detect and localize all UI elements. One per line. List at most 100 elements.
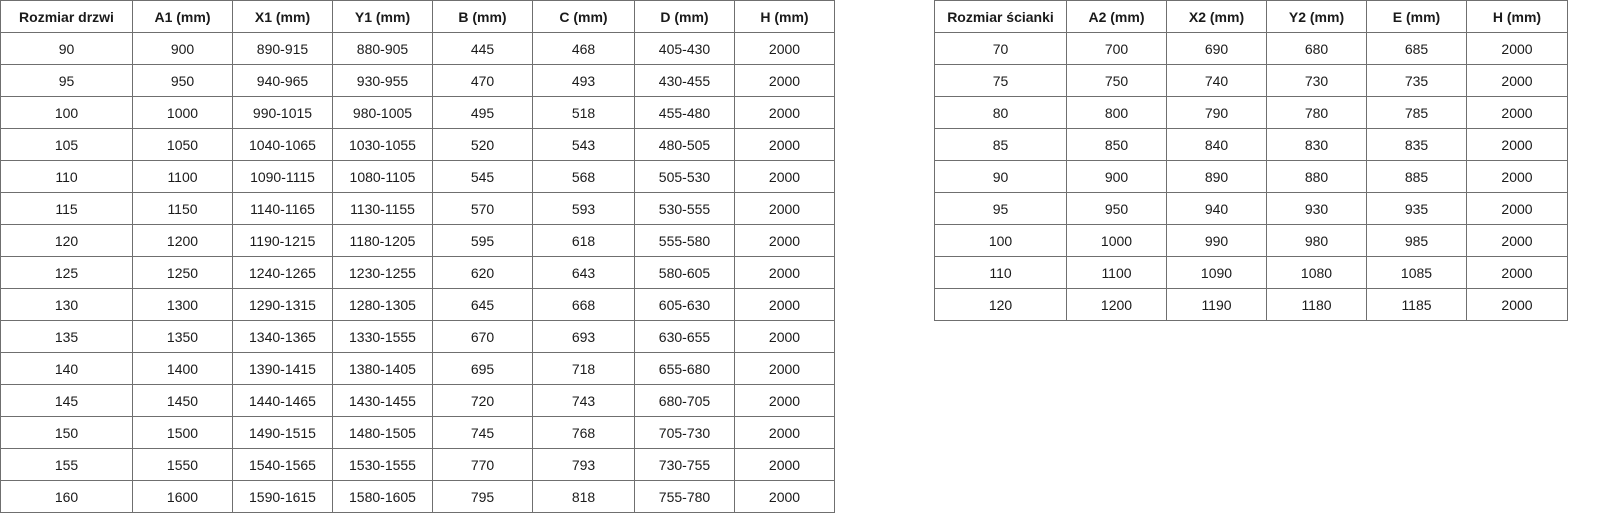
table-cell: 1440-1465	[232, 384, 333, 417]
table-cell: 2000	[734, 64, 835, 97]
table-cell: 1030-1055	[332, 128, 433, 161]
table-cell: 1290-1315	[232, 288, 333, 321]
table-cell: 785	[1366, 96, 1467, 129]
table-cell: 90	[0, 32, 133, 65]
table-cell: 140	[0, 352, 133, 385]
table-cell: 795	[432, 480, 533, 513]
table-cell: 150	[0, 416, 133, 449]
table-cell: 2000	[1466, 256, 1568, 289]
table-cell: 1450	[132, 384, 233, 417]
table-row: 130 1300 1290-1315 1280-1305 645 668 605-630 20…	[0, 288, 835, 321]
table-cell: 1580-1605	[332, 480, 433, 513]
table-row: 120 1200 1190-1215 1180-1205 595 618 555-580 20…	[0, 224, 835, 257]
table-cell: 655-680	[634, 352, 735, 385]
table-cell: 110	[934, 256, 1067, 289]
table-cell: 155	[0, 448, 133, 481]
table-cell: 1540-1565	[232, 448, 333, 481]
table-cell: 2000	[734, 256, 835, 289]
table-cell: 1100	[132, 160, 233, 193]
table-cell: 1600	[132, 480, 233, 513]
table-cell: 685	[1366, 32, 1467, 65]
table-cell: 630-655	[634, 320, 735, 353]
table-cell: 2000	[734, 480, 835, 513]
table-cell: 1200	[1066, 288, 1167, 321]
table-cell: 2000	[1466, 288, 1568, 321]
table-row: 115 1150 1140-1165 1130-1155 570 593 530-555 20…	[0, 192, 835, 225]
table-cell: 90	[934, 160, 1067, 193]
table-cell: 1280-1305	[332, 288, 433, 321]
column-header: Y2 (mm)	[1266, 0, 1367, 33]
table-row: 75 750 740 730 735 2000	[934, 64, 1568, 97]
table-cell: 100	[934, 224, 1067, 257]
table-cell: 690	[1166, 32, 1267, 65]
table-cell: 430-455	[634, 64, 735, 97]
table-cell: 745	[432, 416, 533, 449]
table-cell: 1430-1455	[332, 384, 433, 417]
table-cell: 2000	[1466, 128, 1568, 161]
table-cell: 75	[934, 64, 1067, 97]
table-cell: 890-915	[232, 32, 333, 65]
table-cell: 880-905	[332, 32, 433, 65]
table-cell: 980	[1266, 224, 1367, 257]
table-cell: 545	[432, 160, 533, 193]
table-cell: 95	[934, 192, 1067, 225]
table-cell: 2000	[1466, 192, 1568, 225]
table-cell: 105	[0, 128, 133, 161]
table-cell: 115	[0, 192, 133, 225]
table-cell: 670	[432, 320, 533, 353]
table-cell: 2000	[734, 160, 835, 193]
table-cell: 1480-1505	[332, 416, 433, 449]
table-cell: 120	[0, 224, 133, 257]
table-cell: 950	[132, 64, 233, 97]
table-cell: 1180	[1266, 288, 1367, 321]
table-row: 85 850 840 830 835 2000	[934, 128, 1568, 161]
table-cell: 2000	[1466, 64, 1568, 97]
table-row: 145 1450 1440-1465 1430-1455 720 743 680-705 20…	[0, 384, 835, 417]
table-cell: 818	[532, 480, 635, 513]
table-cell: 518	[532, 96, 635, 129]
column-header: A2 (mm)	[1066, 0, 1167, 33]
column-header: X1 (mm)	[232, 0, 333, 33]
table-cell: 618	[532, 224, 635, 257]
table-cell: 718	[532, 352, 635, 385]
table-cell: 1550	[132, 448, 233, 481]
table-cell: 1250	[132, 256, 233, 289]
table-cell: 990	[1166, 224, 1267, 257]
table-cell: 830	[1266, 128, 1367, 161]
table-cell: 85	[934, 128, 1067, 161]
table-cell: 2000	[734, 192, 835, 225]
table-cell: 935	[1366, 192, 1467, 225]
table-cell: 493	[532, 64, 635, 97]
table-cell: 930-955	[332, 64, 433, 97]
wall-size-table: Rozmiar ścianki A2 (mm) X2 (mm) Y2 (mm) E (m…	[934, 0, 1568, 321]
table-cell: 695	[432, 352, 533, 385]
table-row: 95 950 940 930 935 2000	[934, 192, 1568, 225]
table-row: 100 1000 990 980 985 2000	[934, 224, 1568, 257]
table-cell: 120	[934, 288, 1067, 321]
table-row: 120 1200 1190 1180 1185 2000	[934, 288, 1568, 321]
table-cell: 768	[532, 416, 635, 449]
table-cell: 2000	[1466, 160, 1568, 193]
table-cell: 1090-1115	[232, 160, 333, 193]
table-cell: 755-780	[634, 480, 735, 513]
table-cell: 543	[532, 128, 635, 161]
table-cell: 1180-1205	[332, 224, 433, 257]
table-cell: 95	[0, 64, 133, 97]
table-cell: 770	[432, 448, 533, 481]
table-cell: 793	[532, 448, 635, 481]
table-cell: 740	[1166, 64, 1267, 97]
table-cell: 800	[1066, 96, 1167, 129]
table-cell: 940-965	[232, 64, 333, 97]
table-cell: 880	[1266, 160, 1367, 193]
table-cell: 1390-1415	[232, 352, 333, 385]
table-row: 100 1000 990-1015 980-1005 495 518 455-480 2000	[0, 96, 835, 129]
table-cell: 570	[432, 192, 533, 225]
table-cell: 950	[1066, 192, 1167, 225]
table-row: 155 1550 1540-1565 1530-1555 770 793 730-755 20…	[0, 448, 835, 481]
table-cell: 1330-1555	[332, 320, 433, 353]
table-cell: 850	[1066, 128, 1167, 161]
table-cell: 2000	[734, 224, 835, 257]
table-cell: 1240-1265	[232, 256, 333, 289]
table-cell: 2000	[734, 416, 835, 449]
table-cell: 1000	[132, 96, 233, 129]
